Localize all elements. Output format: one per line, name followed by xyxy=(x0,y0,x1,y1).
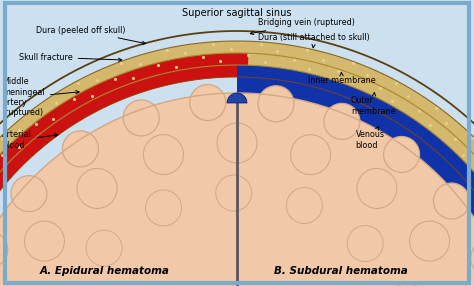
Text: Venous
blood: Venous blood xyxy=(356,127,384,150)
Circle shape xyxy=(86,230,122,266)
Text: Middle
meningeal
artery
(ruptured): Middle meningeal artery (ruptured) xyxy=(2,77,79,117)
Circle shape xyxy=(389,283,425,286)
Circle shape xyxy=(383,136,419,172)
Text: B. Subdural hematoma: B. Subdural hematoma xyxy=(274,266,408,276)
Bar xyxy=(0,276,474,286)
Circle shape xyxy=(410,221,449,261)
Wedge shape xyxy=(0,53,248,286)
Text: Bridging vein (ruptured): Bridging vein (ruptured) xyxy=(250,18,355,35)
Text: Superior sagittal sinus: Superior sagittal sinus xyxy=(182,8,292,18)
Circle shape xyxy=(144,135,183,175)
Circle shape xyxy=(77,168,117,208)
Circle shape xyxy=(216,175,252,211)
Circle shape xyxy=(123,100,159,136)
Circle shape xyxy=(190,85,226,120)
Text: Skull fracture: Skull fracture xyxy=(19,53,122,62)
Text: Dura (still attached to skull): Dura (still attached to skull) xyxy=(258,33,370,48)
Circle shape xyxy=(434,183,469,219)
Wedge shape xyxy=(227,93,247,103)
Circle shape xyxy=(25,221,64,261)
Circle shape xyxy=(286,188,322,223)
Circle shape xyxy=(324,103,360,139)
Circle shape xyxy=(357,168,397,208)
Wedge shape xyxy=(0,93,474,286)
Circle shape xyxy=(11,176,47,212)
Wedge shape xyxy=(237,65,474,286)
Text: A. Epidural hematoma: A. Epidural hematoma xyxy=(39,266,169,276)
Circle shape xyxy=(0,232,8,267)
Circle shape xyxy=(291,135,330,175)
Circle shape xyxy=(63,131,99,167)
Circle shape xyxy=(258,86,294,122)
Text: Inner membrane: Inner membrane xyxy=(308,72,376,85)
Text: Outer
membrane: Outer membrane xyxy=(351,93,395,116)
Circle shape xyxy=(217,123,257,163)
Wedge shape xyxy=(0,41,474,286)
Circle shape xyxy=(146,190,182,226)
Text: Arterial
blood: Arterial blood xyxy=(2,130,58,150)
Circle shape xyxy=(347,225,383,261)
Text: Dura (peeled off skull): Dura (peeled off skull) xyxy=(36,25,146,44)
Circle shape xyxy=(471,240,474,276)
